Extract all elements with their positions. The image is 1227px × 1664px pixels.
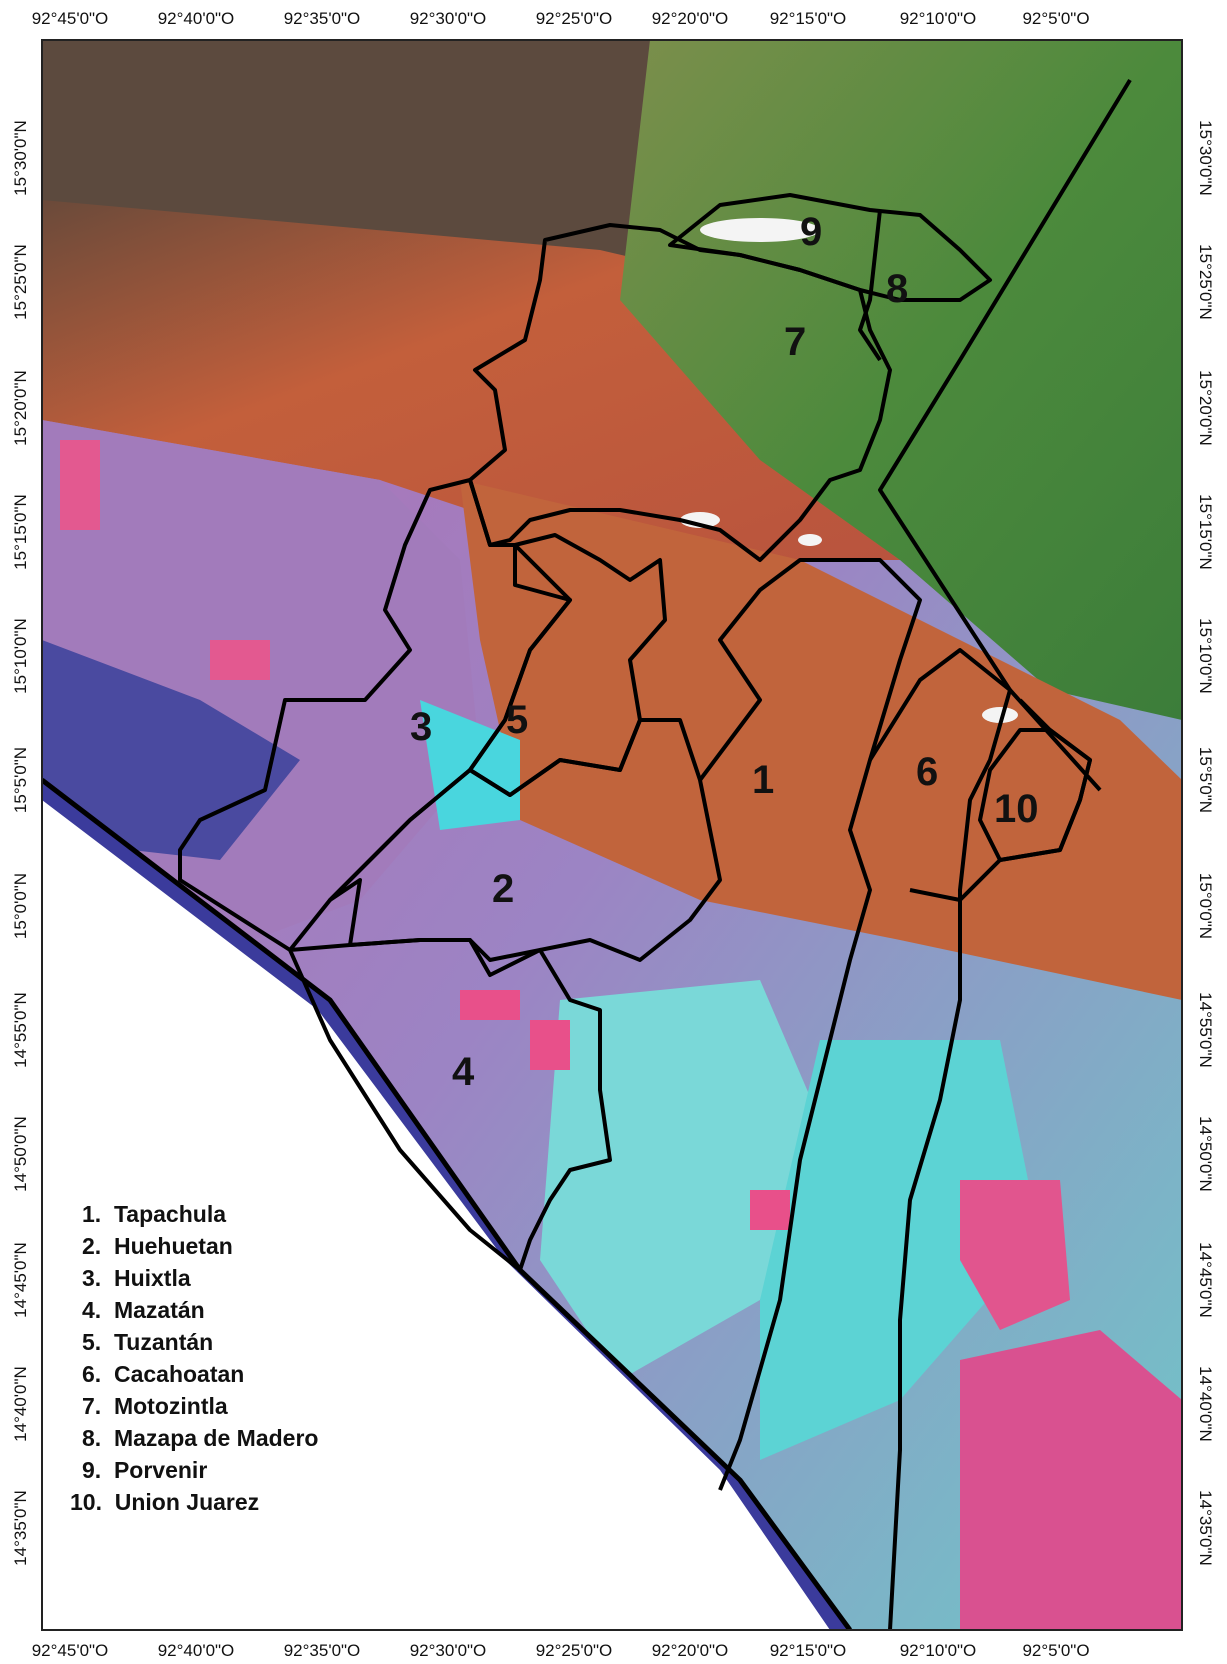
axis-tick-label: 15°15'0"N — [1196, 494, 1215, 570]
axis-tick-label: 15°30'0"N — [1196, 120, 1215, 196]
municipality-label-1: 1 — [752, 758, 774, 802]
top-axis-labels: 92°45'0"O 92°40'0"O 92°35'0"O 92°30'0"O 92°2… — [32, 9, 1090, 28]
axis-tick-label: 15°25'0"N — [1196, 244, 1215, 320]
axis-tick-label: 92°5'0"O — [1022, 9, 1089, 28]
right-axis-labels: 15°30'0"N 15°25'0"N 15°20'0"N 15°15'0"N 15°1… — [1196, 120, 1215, 1566]
municipality-label-9: 9 — [800, 210, 822, 254]
legend-item-2: 2. Huehuetan — [82, 1233, 233, 1259]
axis-tick-label: 14°50'0"N — [11, 1116, 30, 1192]
legend-item-10: 10. Union Juarez — [70, 1489, 259, 1515]
axis-tick-label: 14°35'0"N — [1196, 1490, 1215, 1566]
bottom-axis-labels: 92°45'0"O 92°40'0"O 92°35'0"O 92°30'0"O 92°2… — [32, 1641, 1090, 1660]
axis-tick-label: 92°15'0"O — [770, 9, 847, 28]
axis-tick-label: 14°45'0"N — [1196, 1242, 1215, 1318]
municipality-label-7: 7 — [784, 320, 806, 364]
axis-tick-label: 92°45'0"O — [32, 1641, 109, 1660]
axis-tick-label: 15°5'0"N — [1196, 747, 1215, 813]
axis-tick-label: 15°15'0"N — [11, 494, 30, 570]
municipality-label-4: 4 — [452, 1050, 475, 1094]
legend-item-7: 7. Motozintla — [82, 1393, 228, 1419]
axis-tick-label: 92°30'0"O — [410, 1641, 487, 1660]
axis-tick-label: 92°5'0"O — [1022, 1641, 1089, 1660]
axis-tick-label: 92°45'0"O — [32, 9, 109, 28]
axis-tick-label: 15°20'0"N — [11, 370, 30, 446]
axis-tick-label: 92°35'0"O — [284, 1641, 361, 1660]
legend-item-5: 5. Tuzantán — [82, 1329, 213, 1355]
axis-tick-label: 14°45'0"N — [11, 1242, 30, 1318]
map-frame — [41, 39, 1183, 1631]
municipality-label-5: 5 — [506, 698, 528, 742]
axis-tick-label: 15°10'0"N — [1196, 618, 1215, 694]
axis-tick-label: 14°55'0"N — [11, 992, 30, 1068]
municipality-boundaries — [42, 78, 1132, 1630]
axis-tick-label: 15°30'0"N — [11, 120, 30, 196]
axis-tick-label: 92°40'0"O — [158, 1641, 235, 1660]
axis-tick-label: 15°25'0"N — [11, 244, 30, 320]
axis-tick-label: 92°35'0"O — [284, 9, 361, 28]
legend-item-8: 8. Mazapa de Madero — [82, 1425, 318, 1451]
axis-tick-label: 15°0'0"N — [1196, 873, 1215, 939]
axis-tick-label: 15°5'0"N — [11, 747, 30, 813]
axis-tick-label: 14°55'0"N — [1196, 992, 1215, 1068]
axis-tick-label: 92°20'0"O — [652, 1641, 729, 1660]
axis-tick-label: 92°25'0"O — [536, 9, 613, 28]
axis-tick-label: 14°50'0"N — [1196, 1116, 1215, 1192]
municipality-label-10: 10 — [994, 787, 1039, 831]
municipality-label-6: 6 — [916, 750, 938, 794]
legend-item-3: 3. Huixtla — [82, 1265, 191, 1291]
axis-tick-label: 15°20'0"N — [1196, 370, 1215, 446]
axis-tick-label: 14°35'0"N — [11, 1490, 30, 1566]
municipality-label-3: 3 — [410, 705, 432, 749]
municipality-label-8: 8 — [886, 267, 908, 311]
axis-tick-label: 92°30'0"O — [410, 9, 487, 28]
axis-tick-label: 15°0'0"N — [11, 873, 30, 939]
axis-tick-label: 92°10'0"O — [900, 1641, 977, 1660]
axis-tick-label: 14°40'0"N — [1196, 1366, 1215, 1442]
axis-tick-label: 14°40'0"N — [11, 1366, 30, 1442]
municipality-label-2: 2 — [492, 867, 514, 911]
axis-tick-label: 92°40'0"O — [158, 9, 235, 28]
left-axis-labels: 15°30'0"N 15°25'0"N 15°20'0"N 15°15'0"N 15°1… — [11, 120, 30, 1566]
legend-item-6: 6. Cacahoatan — [82, 1361, 244, 1387]
municipality-labels: 1 2 3 4 5 6 7 8 9 10 — [410, 210, 1039, 1094]
axis-tick-label: 92°20'0"O — [652, 9, 729, 28]
legend-item-4: 4. Mazatán — [82, 1297, 205, 1323]
legend-item-1: 1. Tapachula — [82, 1201, 226, 1227]
axis-tick-label: 15°10'0"N — [11, 618, 30, 694]
axis-tick-label: 92°25'0"O — [536, 1641, 613, 1660]
axis-tick-label: 92°10'0"O — [900, 9, 977, 28]
axis-tick-label: 92°15'0"O — [770, 1641, 847, 1660]
legend: 1. Tapachula 2. Huehuetan 3. Huixtla 4. … — [70, 1201, 318, 1515]
legend-item-9: 9. Porvenir — [82, 1457, 207, 1483]
